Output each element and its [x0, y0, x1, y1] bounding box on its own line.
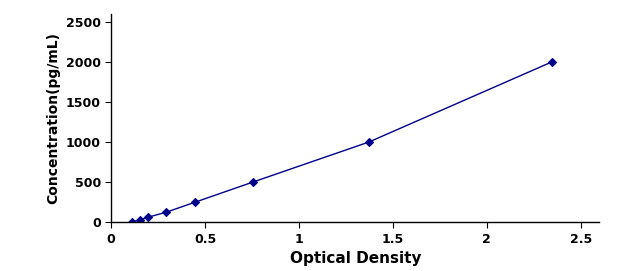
- X-axis label: Optical Density: Optical Density: [290, 251, 421, 266]
- Y-axis label: Concentration(pg/mL): Concentration(pg/mL): [46, 32, 61, 204]
